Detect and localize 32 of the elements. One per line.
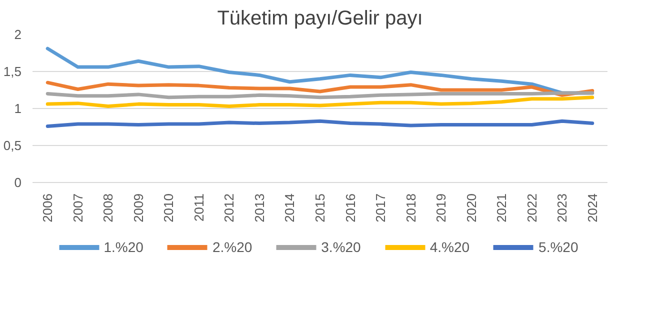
x-tick-label: 2020 [464,194,479,222]
x-tick-label: 2022 [524,194,540,222]
legend-label: 2.%20 [212,239,252,255]
line-series [46,96,594,108]
x-tick-label: 2017 [373,194,388,222]
chart-title: Tüketim payı/Gelir payı [217,8,423,30]
legend-label: 5.%20 [538,239,578,255]
line-series [46,80,594,97]
x-tick-label: 2013 [252,194,267,222]
x-tick-label: 2021 [494,194,510,222]
x-tick-label: 2015 [312,194,328,222]
x-tick-label: 2010 [161,194,176,222]
x-tick-label: 2011 [191,193,206,222]
x-tick-label: 2009 [130,194,146,222]
x-tick-label: 2016 [342,194,358,222]
x-tick-label: 2024 [584,194,600,222]
x-tick-label: 2023 [554,194,570,222]
legend-label: 4.%20 [430,239,470,255]
x-tick-label: 2019 [434,194,449,222]
y-tick-label: 0 [14,175,22,190]
y-tick-label: 2 [14,27,22,42]
y-tick-label: 1 [14,101,22,116]
legend-label: 1.%20 [104,239,144,255]
x-tick-label: 2006 [40,194,56,222]
x-tick-label: 2014 [282,194,298,222]
legend-label: 3.%20 [321,239,361,255]
x-tick-label: 2018 [403,194,418,222]
x-tick-label: 2008 [100,194,116,222]
x-tick-label: 2012 [222,194,237,222]
y-tick-label: 1,5 [3,64,22,79]
x-tick-label: 2007 [70,194,86,222]
y-tick-label: 0,5 [3,138,22,153]
